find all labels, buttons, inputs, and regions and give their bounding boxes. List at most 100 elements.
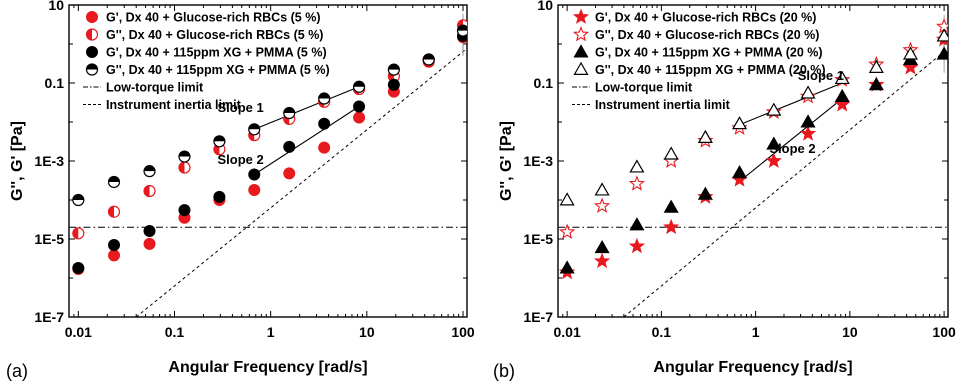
data-point-half-fill [283, 107, 295, 114]
data-point [936, 46, 948, 60]
y-tick-label: 10 [537, 0, 553, 13]
data-point [318, 141, 331, 154]
legend-label: G', Dx 40 + 115ppm XG + PMMA (20 %) [595, 46, 823, 60]
panel-label: (a) [6, 361, 28, 381]
data-point [868, 59, 884, 73]
data-point [628, 175, 646, 191]
slope-annotation: Slope 2 [218, 152, 264, 167]
legend-marker [572, 8, 590, 24]
series-2 [559, 46, 948, 274]
data-point [559, 223, 576, 240]
data-point-half-fill [72, 194, 84, 200]
legend-label: Low-torque limit [595, 81, 693, 95]
data-point [902, 58, 919, 75]
data-point [902, 46, 919, 60]
legend-marker-half-fill [86, 64, 98, 70]
x-tick-label: 0.1 [165, 324, 185, 340]
data-point [318, 92, 331, 105]
slope-annotation: Slope 2 [769, 141, 815, 156]
data-point [248, 184, 261, 197]
data-point-half-fill [108, 176, 120, 182]
legend: G', Dx 40 + Glucose-rich RBCs (20 %) G'',… [572, 8, 826, 112]
data-point [283, 140, 296, 153]
legend-marker [573, 61, 589, 75]
legend-label: G', Dx 40 + Glucose-rich RBCs (20 %) [595, 11, 816, 25]
data-point [353, 100, 366, 113]
legend-marker [572, 25, 590, 42]
data-point [353, 111, 366, 124]
data-point-half-fill [144, 165, 156, 172]
data-point [387, 63, 400, 76]
data-point [593, 252, 611, 269]
x-tick-label: 10 [359, 324, 375, 340]
legend-label: G'', Dx 40 + Glucose-rich RBCs (20 %) [595, 28, 819, 42]
data-point [143, 184, 156, 198]
legend-marker-half-fill [86, 29, 92, 40]
data-point [107, 175, 121, 189]
data-point [731, 116, 748, 130]
data-point-half-fill [423, 54, 435, 60]
legend-label: G'', Dx 40 + 115ppm XG + PMMA (5 %) [106, 63, 330, 77]
data-point [108, 249, 121, 262]
x-tick-label: 1 [752, 324, 760, 340]
data-point-half-fill [178, 162, 185, 174]
legend-label: G'', Dx 40 + 115ppm XG + PMMA (20 %) [595, 63, 826, 77]
data-point [663, 146, 679, 160]
legend-label: Low-torque limit [106, 81, 204, 95]
data-point [663, 199, 679, 213]
data-point [72, 262, 85, 275]
data-point-half-fill [388, 64, 400, 70]
legend-label: G'', Dx 40 + Glucose-rich RBCs (5 %) [106, 28, 323, 42]
data-point [766, 102, 782, 116]
data-point-half-fill [457, 25, 467, 31]
data-point [868, 77, 884, 91]
data-point [731, 165, 748, 179]
data-point [108, 239, 121, 252]
legend-label: Instrument inertia limit [106, 98, 242, 112]
data-point [143, 237, 156, 250]
y-tick-label: 1E-3 [34, 153, 64, 169]
legend-label: G', Dx 40 + Glucose-rich RBCs (5 %) [106, 11, 321, 25]
data-point [213, 190, 226, 203]
y-tick-label: 0.1 [45, 75, 65, 91]
data-point [213, 135, 226, 148]
data-point [936, 28, 948, 42]
y-tick-label: 1E-5 [523, 231, 553, 247]
data-point [629, 217, 645, 231]
inertia-limit-line [623, 49, 947, 317]
data-point [143, 225, 156, 238]
x-tick-label: 1 [267, 324, 275, 340]
slope-line [253, 106, 360, 175]
slope-annotation: Slope 1 [798, 68, 844, 83]
plot-area [69, 13, 467, 317]
legend: G', Dx 40 + Glucose-rich RBCs (5 %) G'', … [83, 11, 330, 112]
data-point [248, 123, 261, 136]
x-axis-label: Angular Frequency [rad/s] [653, 359, 852, 376]
data-point [628, 237, 646, 254]
x-tick-label: 0.01 [554, 324, 581, 340]
data-point [834, 96, 851, 112]
series-3 [72, 24, 467, 207]
data-point [629, 159, 645, 173]
x-tick-label: 100 [932, 324, 956, 340]
data-point [766, 136, 782, 150]
x-tick-label: 0.1 [652, 324, 672, 340]
data-point [178, 161, 191, 174]
data-point [800, 85, 816, 99]
data-point [178, 150, 191, 163]
data-point [800, 114, 816, 128]
data-point [594, 239, 610, 254]
data-point [799, 125, 817, 141]
data-point [697, 129, 713, 143]
data-point [765, 152, 782, 168]
legend-marker [85, 63, 99, 76]
data-point [178, 204, 191, 217]
data-point [559, 192, 575, 206]
legend-label: G', Dx 40 + 115ppm XG + PMMA (5 %) [106, 46, 327, 60]
y-tick-label: 1E-5 [34, 231, 64, 247]
y-tick-label: 1E-3 [523, 153, 553, 169]
data-point [697, 186, 713, 200]
data-point [422, 53, 435, 66]
data-point [352, 80, 366, 93]
